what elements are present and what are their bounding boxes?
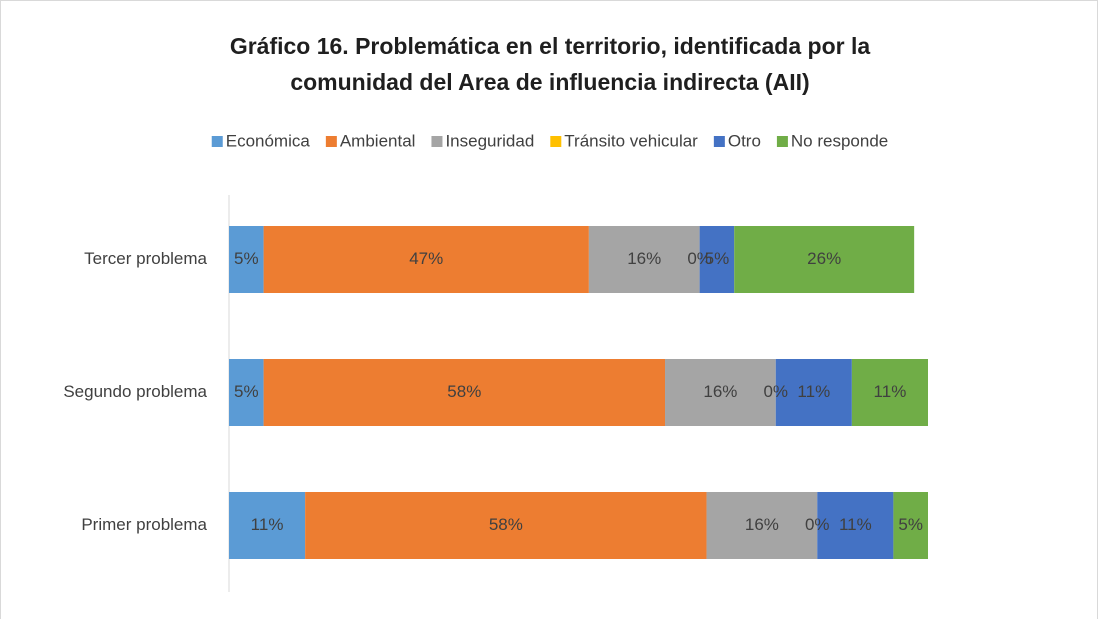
- bar-segment: [263, 359, 666, 426]
- bar-segment: [851, 359, 928, 426]
- value-label: 5%: [234, 382, 259, 401]
- value-label: 47%: [409, 249, 443, 268]
- legend-swatch: [713, 136, 725, 147]
- bar-segment: [263, 226, 589, 293]
- value-label: 16%: [745, 515, 779, 534]
- value-label: 58%: [489, 515, 523, 534]
- bar-segment: [893, 492, 928, 559]
- value-label: 11%: [874, 382, 907, 401]
- value-label: 5%: [705, 249, 730, 268]
- bar-segment: [665, 359, 776, 426]
- value-label: 0%: [763, 382, 788, 401]
- legend-label: Económica: [226, 131, 311, 150]
- bar-segment: [734, 226, 915, 293]
- bar-segment: [588, 226, 700, 293]
- bar-segment: [775, 359, 852, 426]
- value-label: 16%: [627, 249, 661, 268]
- value-label: 11%: [797, 382, 830, 401]
- bar-segment: [229, 492, 306, 559]
- value-label: 0%: [687, 249, 712, 268]
- legend-label: No responde: [791, 131, 888, 150]
- legend-swatch: [776, 136, 788, 147]
- legend-swatch: [431, 136, 443, 147]
- bar-segment: [706, 492, 818, 559]
- legend-label: Otro: [728, 131, 761, 150]
- legend-label: Inseguridad: [445, 131, 534, 150]
- value-label: 0%: [805, 515, 830, 534]
- category-label: Segundo problema: [63, 382, 207, 401]
- value-label: 11%: [251, 515, 284, 534]
- value-label: 5%: [898, 515, 923, 534]
- value-label: 26%: [807, 249, 841, 268]
- legend-swatch: [550, 136, 562, 147]
- chart-title: comunidad del Area de influencia indirec…: [290, 69, 809, 95]
- category-label: Primer problema: [81, 515, 207, 534]
- legend-label: Ambiental: [340, 131, 416, 150]
- chart-title: Gráfico 16. Problemática en el territori…: [230, 33, 871, 59]
- bar-segment: [699, 226, 735, 293]
- value-label: 5%: [234, 249, 259, 268]
- value-label: 58%: [447, 382, 481, 401]
- bar-segment: [229, 359, 264, 426]
- value-label: 11%: [839, 515, 872, 534]
- bar-segment: [817, 492, 894, 559]
- category-label: Tercer problema: [84, 249, 207, 268]
- value-label: 16%: [703, 382, 737, 401]
- bar-segment: [305, 492, 707, 559]
- legend-swatch: [211, 136, 223, 147]
- bar-segment: [229, 226, 264, 293]
- legend-label: Tránsito vehicular: [564, 131, 698, 150]
- legend-swatch: [325, 136, 337, 147]
